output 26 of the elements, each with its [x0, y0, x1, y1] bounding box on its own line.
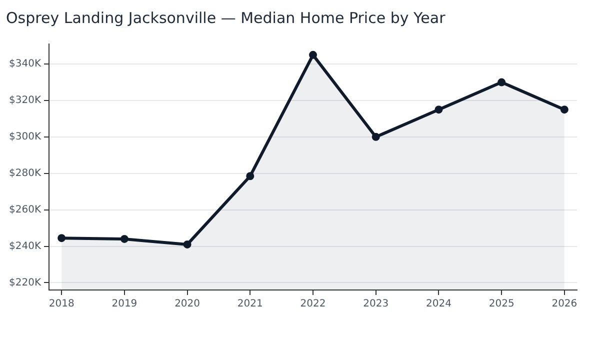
y-tick-label: $240K [8, 240, 42, 252]
point [560, 106, 568, 114]
point [58, 234, 66, 242]
x-tick-label: 2026 [552, 298, 578, 310]
y-tick-label: $340K [8, 58, 42, 70]
point [120, 234, 128, 243]
x-tick-label: 2021 [237, 298, 263, 310]
point [309, 50, 318, 59]
x-tick-label: 2022 [300, 298, 326, 310]
y-tick-label: $280K [8, 168, 42, 179]
point [246, 172, 254, 180]
y-tick-label: $320K [8, 95, 42, 106]
x-tick-label: 2025 [488, 298, 514, 310]
y-tick-label: $300K [8, 132, 42, 143]
point [434, 106, 443, 114]
x-tick-label: 2024 [426, 298, 452, 310]
point [372, 132, 380, 141]
y-tick-label: $260K [8, 204, 42, 216]
x-tick-label: 2023 [363, 298, 389, 310]
x-tick-label: 2018 [48, 298, 74, 310]
y-tick-label: $220K [8, 277, 42, 288]
chart-title: Osprey Landing Jacksonville — Median Home Price by Year [6, 8, 446, 27]
x-tick-label: 2019 [112, 298, 138, 310]
point [498, 78, 506, 86]
point [183, 240, 192, 248]
x-tick-label: 2020 [174, 298, 200, 310]
